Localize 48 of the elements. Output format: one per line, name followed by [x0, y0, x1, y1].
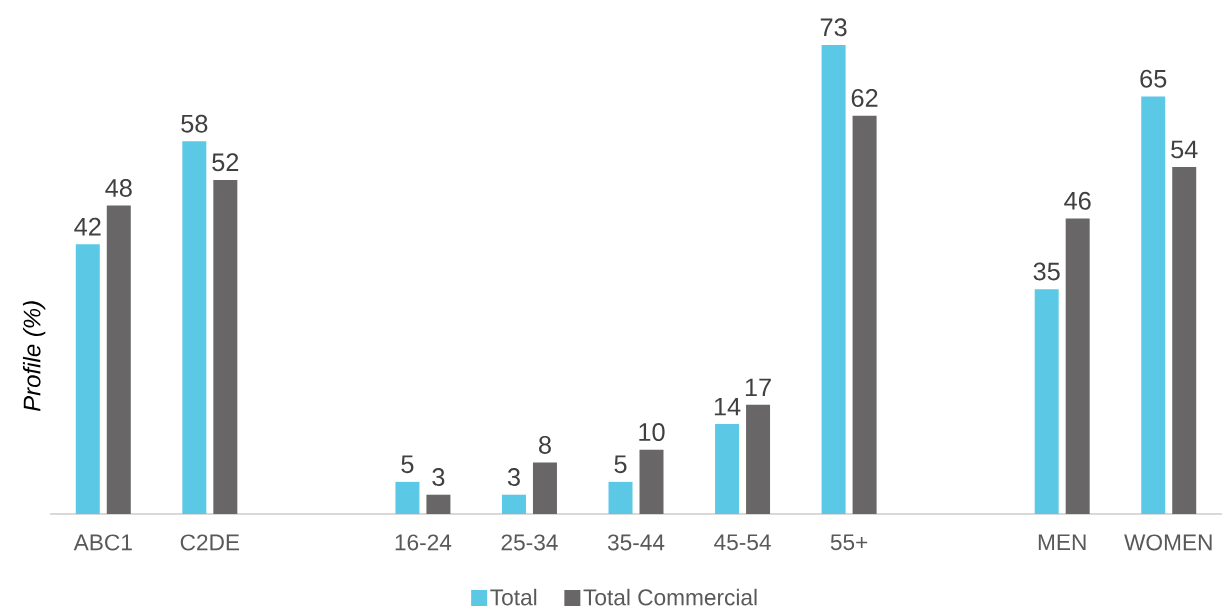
data-label: 10	[639, 423, 665, 442]
x-tick-label: 35-44	[607, 534, 665, 551]
bar	[426, 494, 451, 514]
bar	[395, 481, 420, 514]
data-label: 5	[614, 455, 627, 474]
x-tick-label: 16-24	[395, 534, 452, 551]
data-label: 54	[1171, 140, 1198, 159]
x-tick-label: 55+	[830, 534, 868, 551]
bar	[182, 141, 207, 514]
x-tick-label: WOMEN	[1124, 534, 1212, 551]
bar	[213, 179, 238, 514]
bar	[608, 481, 633, 514]
bar	[501, 494, 526, 514]
x-tick-label: 25-34	[501, 534, 558, 551]
data-label: 35	[1033, 262, 1060, 281]
legend-label: Total Commercial	[583, 588, 757, 606]
bar	[715, 424, 740, 514]
bar	[639, 449, 664, 514]
x-tick-label: MEN	[1038, 534, 1086, 550]
data-label: 58	[181, 114, 208, 133]
bar	[75, 244, 100, 514]
bar	[1034, 289, 1059, 514]
data-label: 46	[1064, 191, 1091, 210]
bar	[821, 45, 846, 514]
data-label: 5	[401, 455, 414, 474]
data-label: 17	[745, 378, 771, 397]
x-tick-label: 45-54	[714, 534, 771, 551]
data-label: 3	[507, 468, 520, 487]
bar	[1141, 96, 1166, 514]
data-label: 8	[539, 435, 551, 454]
bar	[532, 462, 557, 514]
data-label: 42	[74, 217, 101, 236]
y-axis-title: Profile (%)	[22, 301, 46, 412]
bar	[852, 115, 877, 514]
data-label: 73	[820, 18, 847, 37]
x-tick-label: C2DE	[180, 534, 240, 551]
data-label: 62	[851, 89, 878, 107]
bar	[1065, 218, 1090, 514]
data-label: 52	[212, 153, 239, 172]
bar	[106, 205, 131, 514]
x-tick-label: ABC1	[73, 534, 132, 551]
data-label: 48	[105, 178, 132, 197]
data-label: 14	[714, 397, 741, 416]
data-label: 3	[432, 468, 445, 487]
bar	[1172, 167, 1197, 514]
bar	[746, 404, 771, 514]
data-label: 65	[1140, 69, 1167, 88]
legend-label: Total	[490, 588, 537, 606]
